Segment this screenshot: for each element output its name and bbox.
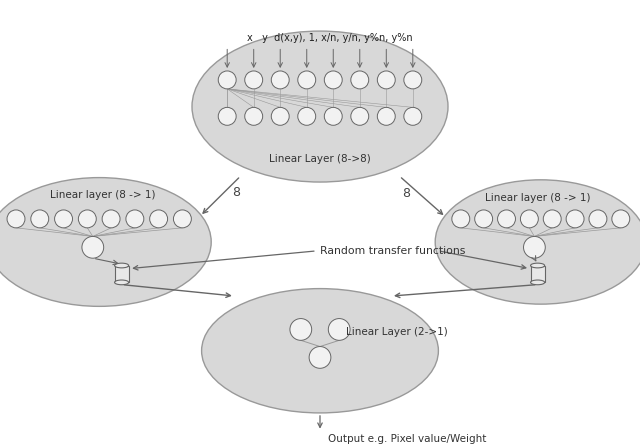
Ellipse shape xyxy=(351,107,369,125)
Ellipse shape xyxy=(378,107,396,125)
Ellipse shape xyxy=(31,210,49,228)
Ellipse shape xyxy=(192,31,448,182)
Ellipse shape xyxy=(78,210,96,228)
Ellipse shape xyxy=(520,210,538,228)
Bar xyxy=(115,266,129,282)
Ellipse shape xyxy=(531,263,545,268)
Text: Linear layer (8 -> 1): Linear layer (8 -> 1) xyxy=(50,190,155,200)
Ellipse shape xyxy=(150,210,168,228)
Ellipse shape xyxy=(102,210,120,228)
Ellipse shape xyxy=(404,107,422,125)
Ellipse shape xyxy=(435,180,640,304)
Ellipse shape xyxy=(54,210,72,228)
Ellipse shape xyxy=(309,346,331,369)
Ellipse shape xyxy=(324,71,342,89)
Ellipse shape xyxy=(452,210,470,228)
Ellipse shape xyxy=(324,107,342,125)
Text: Linear Layer (8->8): Linear Layer (8->8) xyxy=(269,154,371,164)
Ellipse shape xyxy=(566,210,584,228)
Ellipse shape xyxy=(531,280,545,285)
Ellipse shape xyxy=(0,178,211,306)
Ellipse shape xyxy=(497,210,515,228)
Ellipse shape xyxy=(589,210,607,228)
Ellipse shape xyxy=(298,107,316,125)
Ellipse shape xyxy=(378,71,396,89)
Ellipse shape xyxy=(173,210,191,228)
Ellipse shape xyxy=(218,107,236,125)
Ellipse shape xyxy=(298,71,316,89)
Ellipse shape xyxy=(244,71,262,89)
Ellipse shape xyxy=(290,318,312,341)
Text: Output e.g. Pixel value/Weight: Output e.g. Pixel value/Weight xyxy=(328,434,486,444)
Ellipse shape xyxy=(404,71,422,89)
Text: Random transfer functions: Random transfer functions xyxy=(320,246,465,256)
Text: 8: 8 xyxy=(232,186,241,199)
Ellipse shape xyxy=(244,107,262,125)
Ellipse shape xyxy=(82,236,104,258)
Ellipse shape xyxy=(7,210,25,228)
Text: 8: 8 xyxy=(403,186,411,199)
Ellipse shape xyxy=(271,107,289,125)
Ellipse shape xyxy=(126,210,144,228)
Bar xyxy=(531,266,545,282)
Text: x   y  d(x,y), 1, x/n, y/n, y%n, y%n: x y d(x,y), 1, x/n, y/n, y%n, y%n xyxy=(247,33,412,43)
Ellipse shape xyxy=(271,71,289,89)
Ellipse shape xyxy=(202,289,438,413)
Ellipse shape xyxy=(475,210,493,228)
Ellipse shape xyxy=(351,71,369,89)
Text: Linear Layer (2->1): Linear Layer (2->1) xyxy=(346,327,447,337)
Ellipse shape xyxy=(115,263,129,268)
Ellipse shape xyxy=(543,210,561,228)
Text: Linear layer (8 -> 1): Linear layer (8 -> 1) xyxy=(485,193,590,202)
Ellipse shape xyxy=(524,236,545,258)
Ellipse shape xyxy=(328,318,350,341)
Ellipse shape xyxy=(115,280,129,285)
Ellipse shape xyxy=(218,71,236,89)
Ellipse shape xyxy=(612,210,630,228)
